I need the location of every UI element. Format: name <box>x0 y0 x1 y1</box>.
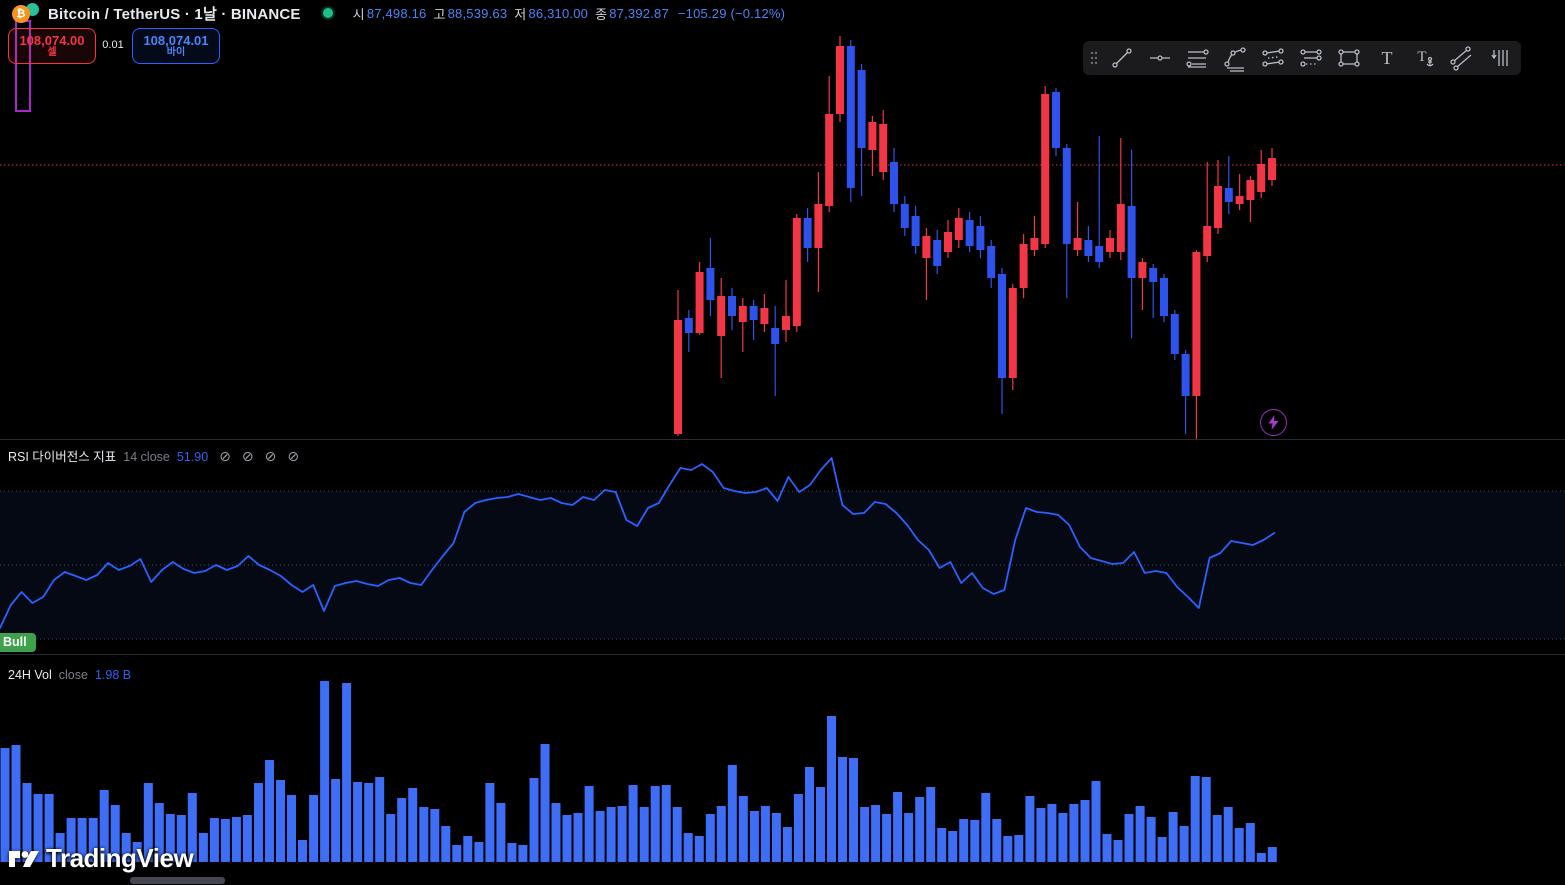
high-label: 고 <box>433 6 446 22</box>
toolbar-drag-handle-icon[interactable] <box>1085 46 1103 70</box>
symbol-header: ₿ Bitcoin / TetherUS · 1날 · BINANCE 시 87… <box>10 2 785 24</box>
buy-button[interactable]: 108,074.01 바이 <box>132 28 220 64</box>
rsi-hide-icon-4[interactable]: ⊘ <box>287 448 300 464</box>
candlestick-chart[interactable] <box>0 0 1565 440</box>
pane-divider-rsi[interactable] <box>0 439 1565 440</box>
rsi-indicator-label: RSI 다이버전스 지표 14 close 51.90 ⊘ ⊘ ⊘ ⊘ <box>8 446 299 465</box>
spread-value: 0.01 <box>102 39 124 51</box>
trend-line-icon[interactable] <box>1103 43 1141 73</box>
change-value: −105.29 (−0.12%) <box>677 5 786 21</box>
rectangle-icon[interactable] <box>1330 43 1368 73</box>
fixed-range-volume-profile-icon[interactable] <box>1481 43 1519 73</box>
parallel-channel-icon[interactable] <box>1443 43 1481 73</box>
text-icon[interactable]: T <box>1368 43 1406 73</box>
market-status-icon <box>322 8 333 18</box>
close-value: 87,392.87 <box>609 5 669 21</box>
tradingview-logo[interactable]: TradingView <box>8 843 194 874</box>
sell-price: 108,074.00 <box>19 32 85 48</box>
bitcoin-icon: ₿ <box>10 2 40 24</box>
drawing-toolbar: T T <box>1083 41 1521 75</box>
tradingview-wordmark: TradingView <box>46 843 194 873</box>
lightning-button[interactable] <box>1260 409 1287 436</box>
open-label: 시 <box>352 6 365 22</box>
volume-params: close <box>58 668 88 682</box>
symbol-title[interactable]: Bitcoin / TetherUS · 1날 · BINANCE <box>48 5 301 23</box>
rsi-params: 14 close <box>123 450 170 464</box>
buy-price: 108,074.01 <box>143 32 209 48</box>
close-label: 종 <box>595 6 608 22</box>
anchored-text-icon[interactable]: T <box>1406 43 1444 73</box>
rsi-title[interactable]: RSI 다이버전스 지표 <box>8 450 117 464</box>
pane-divider-volume[interactable] <box>0 654 1565 655</box>
parallel-channel-dotted-icon[interactable] <box>1254 43 1292 73</box>
horizontal-line-icon[interactable] <box>1141 43 1179 73</box>
low-value: 86,310.00 <box>528 5 589 21</box>
sell-label: 셀 <box>47 46 57 58</box>
rsi-hide-icon-3[interactable]: ⊘ <box>264 448 277 464</box>
sell-button[interactable]: 108,074.00 셀 <box>8 28 96 64</box>
volume-title[interactable]: 24H Vol <box>8 668 52 682</box>
open-value: 87,498.16 <box>366 5 427 21</box>
ohlc-row: 시 87,498.16 고 88,539.63 저 86,310.00 종 87… <box>353 4 786 23</box>
svg-text:T: T <box>1418 49 1427 65</box>
volume-chart[interactable] <box>0 655 1565 885</box>
fib-retracement-icon[interactable] <box>1179 43 1217 73</box>
low-label: 저 <box>514 6 527 22</box>
rsi-hide-icon-2[interactable]: ⊘ <box>241 448 254 464</box>
flat-channel-icon[interactable] <box>1292 43 1330 73</box>
trade-buttons: 108,074.00 셀 108,074.01 바이 <box>8 28 220 64</box>
svg-text:T: T <box>1381 48 1392 68</box>
horizontal-scrollbar-thumb[interactable] <box>130 877 225 884</box>
buy-label: 바이 <box>166 46 186 58</box>
curve-icon[interactable] <box>1216 43 1254 73</box>
volume-value: 1.98 B <box>94 668 132 682</box>
rsi-hide-icon-1[interactable]: ⊘ <box>219 448 231 464</box>
bull-divergence-tag[interactable]: Bull <box>0 633 36 652</box>
tradingview-mark-icon <box>9 850 39 867</box>
lightning-icon <box>1268 415 1279 430</box>
volume-indicator-label: 24H Vol close 1.98 B <box>8 668 131 682</box>
rsi-chart[interactable] <box>0 440 1565 655</box>
high-value: 88,539.63 <box>447 5 508 21</box>
rsi-value: 51.90 <box>176 450 209 464</box>
